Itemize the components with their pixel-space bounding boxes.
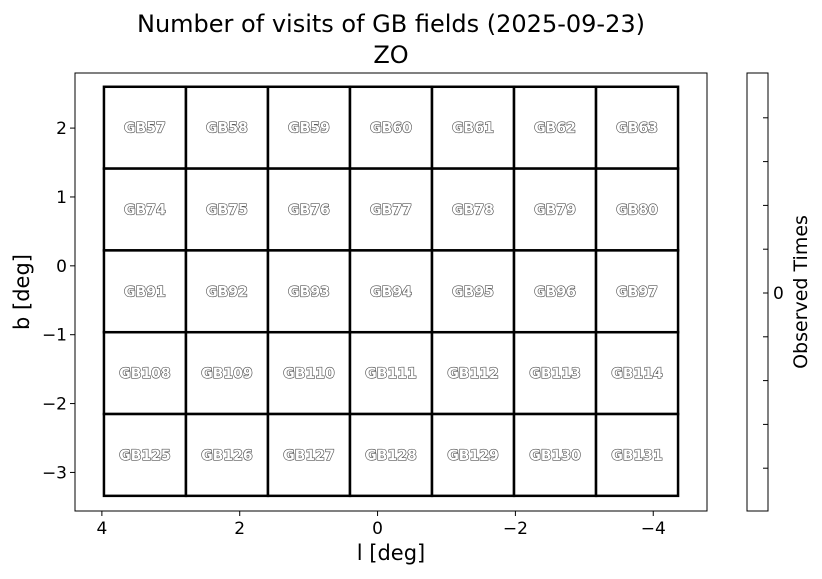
colorbar (746, 72, 769, 512)
field-label: GB62 (534, 121, 576, 137)
field-label: GB112 (447, 366, 498, 382)
x-tick-label: 0 (372, 519, 383, 539)
field-cell (102, 85, 188, 170)
field-label: GB93 (288, 284, 330, 300)
field-label: GB111 (365, 366, 416, 382)
field-label: GB129 (447, 448, 498, 464)
y-axis-label: b [deg] (10, 254, 34, 330)
field-cell (594, 330, 680, 416)
field-label: GB63 (616, 121, 658, 137)
field-label: GB77 (370, 202, 412, 218)
field-label: GB113 (529, 366, 580, 382)
field-cell (184, 249, 270, 334)
field-label: GB57 (124, 121, 166, 137)
field-label: GB114 (611, 366, 663, 382)
field-label: GB110 (283, 366, 335, 382)
field-label: GB58 (206, 121, 248, 137)
field-cell (430, 330, 516, 416)
field-label: GB131 (611, 448, 662, 464)
field-cell (348, 249, 434, 334)
field-grid: GB57 GB58 GB59 GB60 GB61 GB62 GB63 GB74 GB75 GB76… (102, 85, 680, 498)
field-label: GB61 (452, 121, 494, 137)
field-label: GB80 (616, 202, 658, 218)
field-cell (102, 330, 188, 416)
field-label: GB91 (124, 284, 166, 300)
field-label: GB75 (206, 202, 248, 218)
y-tick-label: 2 (56, 119, 67, 139)
colorbar-tick-label: 0 (773, 284, 784, 304)
field-label: GB74 (124, 202, 166, 218)
field-label: GB78 (452, 202, 494, 218)
x-axis: 4 2 0 −2 −4 (96, 511, 666, 539)
field-cell (430, 412, 516, 498)
field-label: GB96 (534, 284, 576, 300)
field-cell (430, 85, 516, 170)
field-label: GB76 (288, 202, 330, 218)
field-label: GB95 (452, 284, 494, 300)
y-tick-label: 0 (56, 257, 67, 277)
field-cell (184, 412, 270, 498)
field-cell (348, 167, 434, 252)
field-cell (512, 249, 598, 334)
field-cell (184, 167, 270, 252)
field-cell (594, 412, 680, 498)
x-tick-label: −4 (641, 519, 666, 539)
field-cell (102, 249, 188, 334)
colorbar-ticks (763, 117, 768, 469)
field-label: GB128 (365, 448, 416, 464)
x-tick-label: −2 (503, 519, 528, 539)
field-cell (594, 249, 680, 334)
field-label: GB59 (288, 121, 330, 137)
y-tick-label: −2 (42, 395, 67, 415)
x-axis-label: l [deg] (357, 541, 425, 565)
field-label: GB79 (534, 202, 576, 218)
colorbar-label: Observed Times (790, 215, 812, 369)
field-cell (512, 167, 598, 252)
field-cell (430, 249, 516, 334)
x-tick-label: 2 (234, 519, 245, 539)
field-label: GB130 (529, 448, 581, 464)
y-axis: 2 1 0 −1 −2 −3 (42, 119, 75, 483)
field-label: GB108 (119, 366, 170, 382)
field-label: GB94 (370, 284, 412, 300)
field-label: GB109 (201, 366, 252, 382)
field-label: GB125 (119, 448, 170, 464)
y-tick-label: −3 (42, 463, 67, 483)
field-cell (594, 85, 680, 170)
y-tick-label: −1 (42, 326, 67, 346)
field-label: GB126 (201, 448, 252, 464)
field-cell (512, 412, 598, 498)
chart-subtitle: ZO (373, 41, 408, 69)
field-label: GB97 (616, 284, 658, 300)
chart-title: Number of visits of GB fields (2025-09-2… (137, 10, 645, 38)
y-tick-label: 1 (56, 188, 67, 208)
field-label: GB60 (370, 121, 412, 137)
x-tick-label: 4 (96, 519, 107, 539)
field-label: GB92 (206, 284, 248, 300)
field-label: GB127 (283, 448, 334, 464)
